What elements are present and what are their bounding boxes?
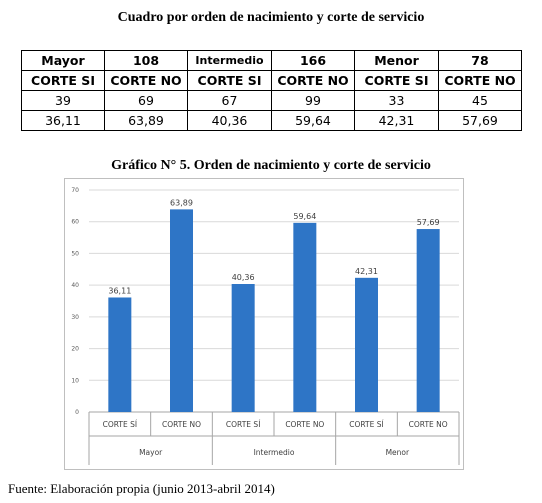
bar [293,222,317,412]
table-row: 36,11 63,89 40,36 59,64 42,31 57,69 [21,110,522,131]
y-axis: 0 10 20 30 40 50 60 70 [71,187,79,416]
count-cell: 33 [354,90,439,111]
x-tick-label: CORTE NO [409,420,448,429]
x-axis: CORTE SÍ CORTE NO CORTE SÍ CORTE NO CORTE SÍ… [88,412,460,465]
data-label: 40,36 [232,273,255,282]
header-cell: Intermedio [187,50,272,71]
bar [170,209,193,412]
subheader-cell: CORTE NO [104,70,188,91]
data-table: Mayor 108 Intermedio 166 Menor 78 CORTE … [21,50,522,131]
subheader-cell: CORTE SI [354,70,439,91]
percent-cell: 59,64 [271,110,355,131]
y-tick-label: 60 [71,219,79,226]
count-cell: 67 [187,90,272,111]
group-label: Menor [386,448,410,457]
y-tick-label: 70 [71,187,79,194]
x-tick-label: CORTE SÍ [103,420,137,429]
table-row: Mayor 108 Intermedio 166 Menor 78 [21,50,522,71]
bar [416,229,440,412]
chart-title: Gráfico N° 5. Orden de nacimiento y cort… [111,158,431,173]
count-cell: 69 [104,90,188,111]
count-cell: 45 [438,90,522,111]
subheader-cell: CORTE SI [187,70,272,91]
header-cell: 78 [438,50,522,71]
subheader-cell: CORTE NO [438,70,522,91]
count-cell: 39 [21,90,105,111]
bars: 36,11 63,89 40,36 59,64 42,31 57,69 [108,198,440,412]
bar [108,297,132,412]
y-tick-label: 30 [71,314,79,321]
y-tick-label: 0 [75,409,79,416]
percent-cell: 40,36 [187,110,272,131]
group-label: Intermedio [254,448,295,457]
source-footer: Fuente: Elaboración propia (junio 2013-a… [8,481,275,496]
x-tick-label: CORTE SÍ [349,420,383,429]
percent-cell: 57,69 [438,110,522,131]
subheader-cell: CORTE SI [21,70,105,91]
percent-cell: 36,11 [21,110,105,131]
table-row: 39 69 67 99 33 45 [21,90,522,111]
bar [355,277,378,412]
data-label: 59,64 [293,212,316,221]
bar [231,284,255,412]
subheader-cell: CORTE NO [271,70,355,91]
header-cell: Menor [354,50,439,71]
percent-cell: 42,31 [354,110,439,131]
x-tick-label: CORTE NO [285,420,324,429]
group-label: Mayor [139,448,163,457]
y-tick-label: 40 [71,282,79,289]
x-tick-label: CORTE NO [162,420,201,429]
data-label: 36,11 [108,286,131,295]
bar-chart: 0 10 20 30 40 50 60 70 36,11 63,89 40,36 59,64 42,3… [64,178,464,470]
data-label: 57,69 [417,218,440,227]
y-tick-label: 10 [71,377,79,384]
header-cell: Mayor [21,50,105,71]
header-cell: 108 [104,50,188,71]
header-cell: 166 [271,50,355,71]
table-row: CORTE SI CORTE NO CORTE SI CORTE NO CORT… [21,70,522,91]
count-cell: 99 [271,90,355,111]
percent-cell: 63,89 [104,110,188,131]
x-tick-label: CORTE SÍ [226,420,260,429]
y-tick-label: 20 [71,346,79,353]
data-label: 42,31 [355,267,378,276]
data-label: 63,89 [170,198,193,207]
y-tick-label: 50 [71,250,79,257]
table-title: Cuadro por orden de nacimiento y corte d… [117,10,425,25]
